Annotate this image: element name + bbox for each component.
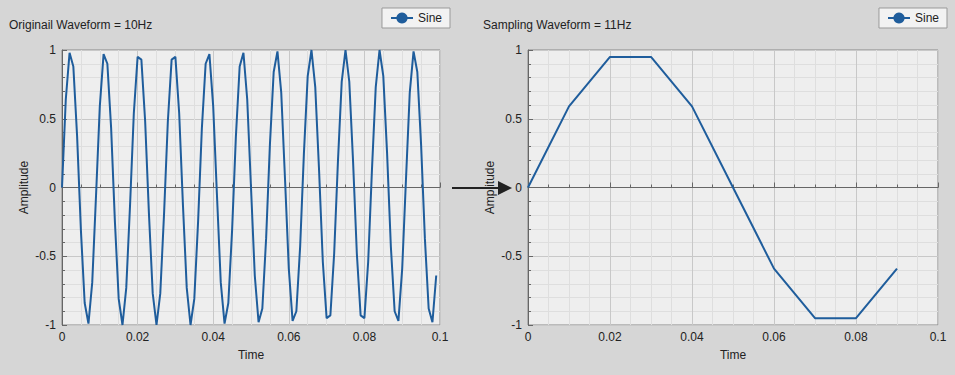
svg-text:Sampling Waveform = 11Hz: Sampling Waveform = 11Hz xyxy=(483,18,631,32)
svg-text:Originail Waveform = 10Hz: Originail Waveform = 10Hz xyxy=(9,18,152,32)
svg-text:-0.5: -0.5 xyxy=(35,249,56,263)
svg-text:-1: -1 xyxy=(45,318,56,332)
svg-text:Time: Time xyxy=(720,348,747,362)
svg-text:0.06: 0.06 xyxy=(277,330,301,344)
svg-text:0.02: 0.02 xyxy=(598,330,622,344)
svg-text:0: 0 xyxy=(525,330,532,344)
svg-text:0.5: 0.5 xyxy=(505,112,522,126)
svg-text:0.02: 0.02 xyxy=(126,330,150,344)
svg-text:0: 0 xyxy=(515,181,522,195)
svg-text:0.08: 0.08 xyxy=(353,330,377,344)
svg-text:0.5: 0.5 xyxy=(39,112,56,126)
svg-text:Time: Time xyxy=(238,348,265,362)
svg-text:Sine: Sine xyxy=(418,11,442,25)
svg-text:0.1: 0.1 xyxy=(930,330,947,344)
svg-text:Amplitude: Amplitude xyxy=(483,161,497,215)
svg-text:-0.5: -0.5 xyxy=(501,249,522,263)
svg-text:0.04: 0.04 xyxy=(202,330,226,344)
svg-text:Sine: Sine xyxy=(915,11,939,25)
svg-text:0.08: 0.08 xyxy=(844,330,868,344)
svg-text:0.1: 0.1 xyxy=(432,330,449,344)
svg-text:0: 0 xyxy=(59,330,66,344)
svg-text:1: 1 xyxy=(49,43,56,57)
svg-text:1: 1 xyxy=(515,43,522,57)
svg-text:Amplitude: Amplitude xyxy=(17,161,31,215)
svg-text:0.06: 0.06 xyxy=(762,330,786,344)
svg-text:0: 0 xyxy=(49,181,56,195)
svg-text:0.04: 0.04 xyxy=(680,330,704,344)
svg-text:-1: -1 xyxy=(511,318,522,332)
